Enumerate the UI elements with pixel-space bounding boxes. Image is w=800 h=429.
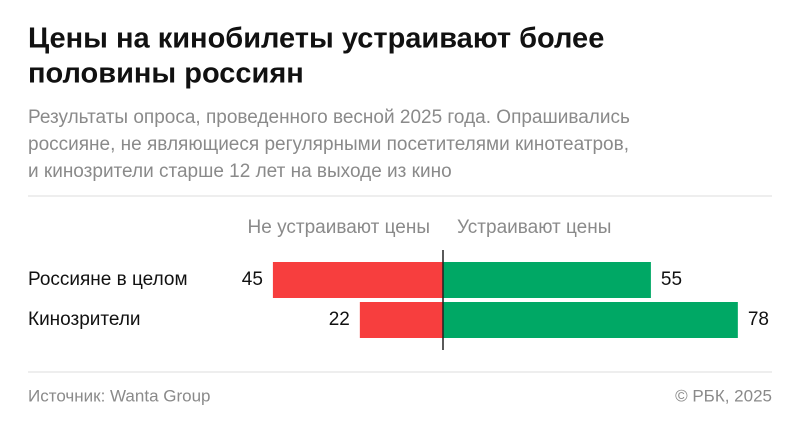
value-label: 78 [748, 309, 769, 330]
subtitle: и кинозрители старше 12 лет на выходе из… [28, 161, 452, 182]
chart-title: половины россиян [28, 58, 304, 90]
source: Источник: Wanta Group [28, 386, 211, 405]
subtitle: россияне, не являющиеся регулярными посе… [28, 134, 629, 155]
value-label: 45 [242, 269, 263, 290]
legend-label: Не устраивают цены [248, 217, 430, 238]
bar [359, 302, 443, 338]
bar [272, 262, 443, 298]
value-label: 55 [661, 269, 682, 290]
legend-label: Устраивают цены [457, 217, 611, 238]
category-label: Кинозрители [28, 309, 141, 330]
bar [443, 302, 738, 338]
category-label: Россияне в целом [28, 269, 188, 290]
bar [443, 262, 651, 298]
value-label: 22 [329, 309, 350, 330]
subtitle: Результаты опроса, проведенного весной 2… [28, 107, 630, 128]
copyright: © РБК, 2025 [675, 386, 772, 405]
chart-title: Цены на кинобилеты устраивают более [28, 23, 604, 55]
